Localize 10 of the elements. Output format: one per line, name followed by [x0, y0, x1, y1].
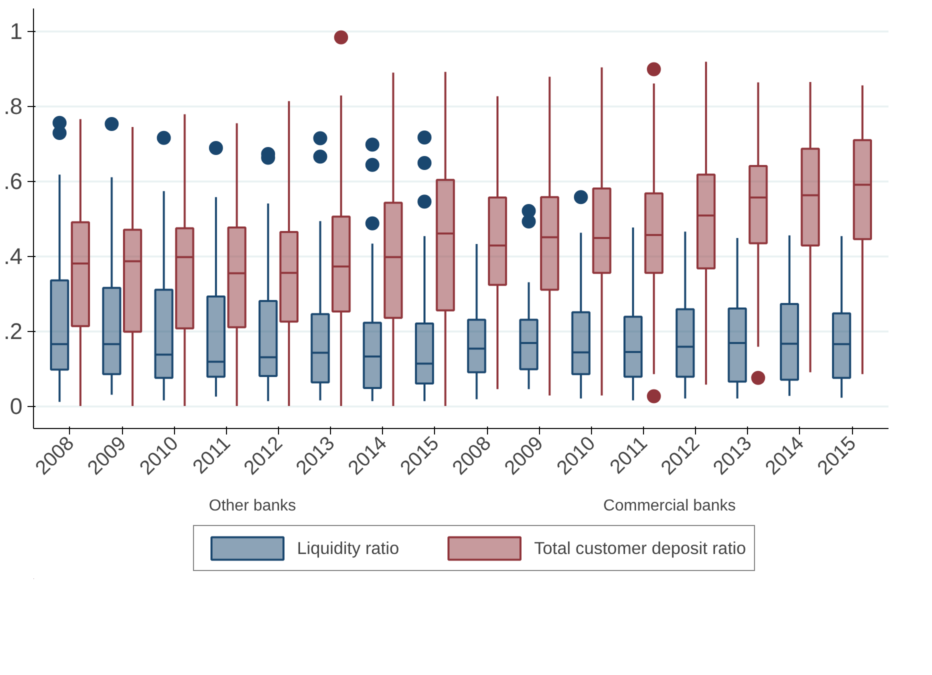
text: Other banks: [208, 498, 296, 514]
y-tick-label: 0: [10, 393, 23, 419]
legend-label: Liquidity ratio: [297, 538, 400, 558]
y-tick-label: 1: [10, 18, 23, 44]
y-tick-label: .4: [4, 243, 23, 269]
legend-label: Total customer deposit ratio: [534, 538, 746, 558]
y-tick-label: .8: [4, 93, 23, 119]
y-tick-label: .2: [4, 318, 23, 344]
text: Commercial banks: [603, 498, 736, 514]
y-tick-label: .6: [4, 168, 23, 194]
